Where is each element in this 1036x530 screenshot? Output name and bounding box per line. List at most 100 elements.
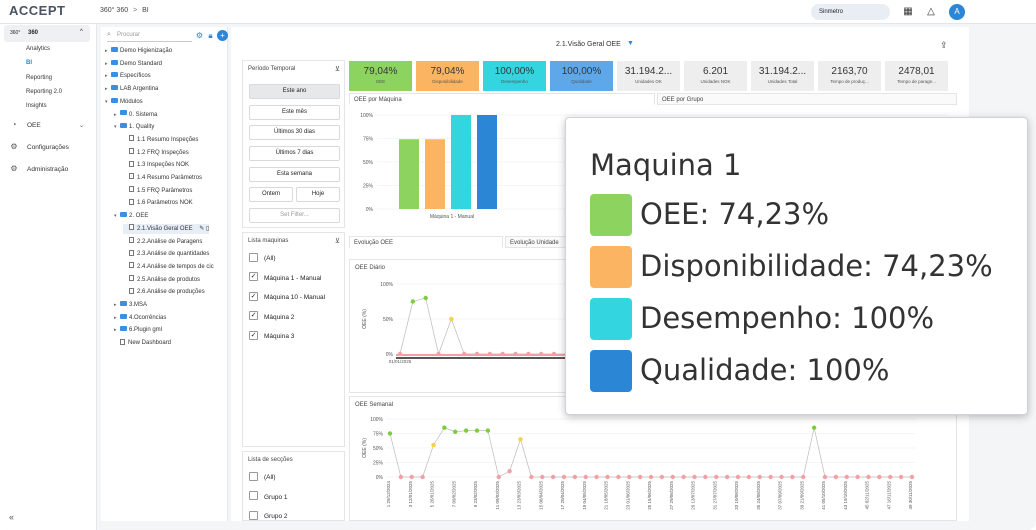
machine-filter-option[interactable]: (All): [249, 252, 276, 265]
expand-arrow-icon[interactable]: ▾: [114, 124, 117, 131]
tree-node[interactable]: New Dashboard: [114, 338, 171, 348]
sidebar-item-administracao[interactable]: Administração: [27, 166, 69, 173]
tree-node[interactable]: ▸ Específicos: [105, 71, 151, 81]
avatar[interactable]: A: [949, 4, 965, 20]
machine-filter-option[interactable]: ✓ Máquina 1 - Manual: [249, 272, 321, 285]
checkbox[interactable]: ✓: [249, 272, 258, 282]
chevron-down-icon[interactable]: ⌄: [79, 123, 85, 129]
expand-arrow-icon[interactable]: ▾: [114, 213, 117, 220]
sidebar-item-reporting-2[interactable]: Reporting 2.0: [26, 89, 63, 95]
machine-filter-option[interactable]: ✓ Máquina 2: [249, 311, 294, 324]
section-filter-option[interactable]: Grupo 2: [249, 510, 288, 523]
alert-triangle-icon[interactable]: △: [927, 6, 935, 17]
tab-evolucao-oee[interactable]: Evolução OEE: [349, 236, 503, 248]
lock-icon[interactable]: 🔒︎: [208, 31, 213, 40]
tree-node[interactable]: ▸ 4.Ocorrências: [114, 313, 166, 323]
expand-arrow-icon[interactable]: ▸: [105, 48, 108, 54]
sidebar-item-reporting[interactable]: Reporting: [26, 75, 53, 81]
tree-node-label: Específicos: [120, 73, 151, 80]
period-this-week-button[interactable]: Esta semana: [249, 167, 340, 182]
document-icon: [129, 135, 134, 142]
checkbox[interactable]: ✓: [249, 330, 258, 340]
add-dashboard-button[interactable]: +: [217, 30, 228, 41]
checkbox[interactable]: [249, 252, 258, 262]
tree-node[interactable]: 2.6.Análise de produções: [123, 287, 205, 297]
expand-arrow-icon[interactable]: ▸: [114, 302, 117, 308]
tree-node[interactable]: ▸ 3.MSA: [114, 300, 147, 310]
tree-node[interactable]: 2.3.Análise de quantidades: [123, 249, 209, 259]
kpi-value: 100,00%: [494, 66, 535, 77]
tree-node[interactable]: 2.1.Visão Geral OEE ✎ ▯: [123, 223, 210, 234]
tree-node[interactable]: ▸ LAB Argentina: [105, 84, 158, 94]
expand-arrow-icon[interactable]: ▾: [105, 98, 108, 105]
machine-filter-option[interactable]: ✓ Máquina 3: [249, 330, 294, 343]
machine-filter-option[interactable]: ✓ Máquina 10 - Manual: [249, 291, 325, 304]
sidebar-section-360[interactable]: 360° 360 ^: [4, 25, 90, 42]
expand-arrow-icon[interactable]: ▸: [114, 314, 117, 321]
calendar-icon[interactable]: ▦: [903, 6, 913, 17]
collapse-sidebar-icon[interactable]: «: [9, 512, 15, 522]
tab-oee-por-grupo[interactable]: OEE por Grupo: [657, 93, 957, 105]
checkbox[interactable]: [249, 510, 258, 520]
breadcrumb: 360° 360 > BI: [100, 7, 149, 14]
tree-search-input[interactable]: ⌕ Procurar: [107, 30, 192, 42]
tree-node[interactable]: ▸ Demo Standard: [105, 59, 162, 69]
sidebar-item-oee[interactable]: OEE: [27, 122, 41, 129]
data-point: [463, 428, 469, 433]
tree-node[interactable]: ▾ Módulos: [105, 97, 143, 107]
filter-icon[interactable]: ▼: [627, 40, 634, 47]
sidebar-item-analytics[interactable]: Analytics: [26, 46, 51, 52]
tree-node[interactable]: ▸ 0. Sistema: [114, 110, 157, 120]
machines-panel: Lista maquinas ⊻ (All) ✓ Máquina 1 - Manua…: [242, 232, 345, 447]
sidebar-item-bi[interactable]: BI: [26, 60, 32, 66]
document-icon: [129, 186, 134, 193]
settings-icon[interactable]: ⚙: [195, 31, 204, 40]
tree-node[interactable]: 1.2 FRQ Inspeções: [123, 148, 189, 158]
share-icon[interactable]: ⇪: [940, 40, 948, 50]
tree-node[interactable]: 2.4.Análise de tempos de cic: [123, 262, 214, 272]
tree-node[interactable]: 2.5.Análise de produtos: [123, 275, 200, 285]
expand-arrow-icon[interactable]: ▸: [105, 60, 108, 67]
tree-node[interactable]: ▸ Demo Higienização: [105, 46, 172, 56]
sections-panel: Lista de secções (All) Grupo 1 Grupo 2: [242, 451, 345, 521]
expand-arrow-icon[interactable]: ▸: [105, 86, 108, 93]
clear-filter-icon[interactable]: ⊻: [334, 66, 340, 73]
period-last-30-days-button[interactable]: Últimos 30 dias: [249, 125, 340, 140]
period-last-7-days-button[interactable]: Últimos 7 dias: [249, 146, 340, 161]
period-filter-input[interactable]: Set Filter...: [249, 208, 340, 223]
edit-icon[interactable]: ✎ ▯: [197, 225, 210, 232]
breadcrumb-item-bi[interactable]: BI: [142, 7, 149, 14]
tree-node[interactable]: 1.4 Resumo Parâmetros: [123, 173, 202, 183]
sidebar-item-insights[interactable]: Insights: [26, 103, 47, 109]
kpi-card: 31.194.2... Unidades Total: [751, 61, 814, 91]
tree-node[interactable]: 1.6 Parâmetros NOK: [123, 198, 193, 208]
tree-node[interactable]: ▸ 6.Plugin gml: [114, 325, 162, 335]
checkbox[interactable]: [249, 471, 258, 481]
checkbox[interactable]: [249, 491, 258, 501]
data-point: [746, 474, 752, 480]
x-tick-label: 31 27/07/2025: [712, 481, 717, 510]
tree-node[interactable]: 1.3 Inspeções NOK: [123, 160, 189, 170]
period-this-month-button[interactable]: Este mês: [249, 105, 340, 120]
breadcrumb-item-360[interactable]: 360° 360: [100, 7, 129, 14]
chevron-up-icon[interactable]: ^: [80, 29, 83, 35]
section-filter-option[interactable]: (All): [249, 471, 276, 484]
checkbox[interactable]: ✓: [249, 311, 258, 321]
checkbox[interactable]: ✓: [249, 291, 258, 301]
tree-node[interactable]: ▾ 1. Quality: [114, 122, 154, 132]
period-today-button[interactable]: Hoje: [296, 187, 340, 202]
expand-arrow-icon[interactable]: ▸: [105, 73, 108, 80]
tree-node[interactable]: 2.2.Análise de Paragens: [123, 236, 202, 247]
tree-node[interactable]: 1.5 FRQ Parâmetros: [123, 186, 192, 196]
section-filter-option[interactable]: Grupo 1: [249, 491, 288, 504]
period-yesterday-button[interactable]: Ontem: [249, 187, 293, 202]
company-selector[interactable]: Sinmetro: [811, 4, 890, 20]
period-this-year-button[interactable]: Este ano: [249, 84, 340, 99]
expand-arrow-icon[interactable]: ▸: [114, 111, 117, 118]
expand-arrow-icon[interactable]: ▸: [114, 327, 117, 334]
sidebar-item-configuracoes[interactable]: Configurações: [27, 144, 69, 151]
clear-filter-icon[interactable]: ⊻: [334, 238, 340, 245]
tree-node[interactable]: 1.1 Resumo Inspeções: [123, 135, 198, 145]
tab-oee-por-maquina[interactable]: OEE por Máquina: [349, 93, 655, 105]
tree-node[interactable]: ▾ 2. OEE: [114, 211, 148, 221]
